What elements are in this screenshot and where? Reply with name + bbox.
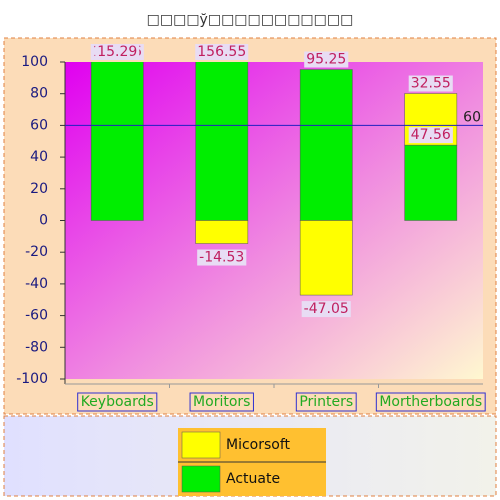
y-tick-label: 100 bbox=[21, 54, 48, 70]
data-label-box bbox=[408, 75, 453, 92]
data-label-box bbox=[301, 301, 351, 318]
x-tick-box bbox=[77, 392, 158, 412]
bar bbox=[90, 62, 144, 221]
x-tick-box bbox=[189, 392, 254, 412]
data-label-box bbox=[304, 51, 349, 68]
data-label: 32.55 bbox=[411, 76, 451, 92]
x-tick-box bbox=[375, 392, 486, 412]
bar bbox=[195, 220, 249, 244]
y-tick-label: 60 bbox=[30, 117, 48, 133]
bar bbox=[195, 62, 249, 221]
bar bbox=[404, 144, 458, 221]
data-label: -14.53 bbox=[199, 250, 244, 266]
chart-title: □□□□ў□□□□□□□□□□□ bbox=[147, 12, 354, 28]
legend-label: Micorsoft bbox=[226, 437, 291, 453]
data-label: 95.25 bbox=[306, 52, 346, 68]
x-tick-label: Moritors bbox=[193, 394, 250, 410]
x-tick-box bbox=[295, 392, 357, 412]
y-tick-label: -60 bbox=[25, 308, 48, 324]
x-tick-label: Printers bbox=[299, 394, 353, 410]
y-tick-label: 40 bbox=[30, 149, 48, 165]
y-tick-label: -80 bbox=[25, 339, 48, 355]
data-label-box bbox=[95, 44, 140, 60]
legend-swatch bbox=[181, 431, 221, 459]
data-label: 156.55 bbox=[197, 44, 246, 60]
data-label-box bbox=[408, 127, 453, 144]
bar bbox=[299, 69, 353, 221]
legend-swatch bbox=[181, 465, 221, 493]
data-label: -47.05 bbox=[304, 301, 349, 317]
x-tick-label: Mortherboards bbox=[379, 394, 482, 410]
y-tick-label: 0 bbox=[39, 213, 48, 229]
y-tick-label: -100 bbox=[16, 371, 48, 387]
y-tick-label: 80 bbox=[30, 86, 48, 102]
y-tick-label: -20 bbox=[25, 244, 48, 260]
x-tick-label: Keyboards bbox=[81, 394, 154, 410]
data-label-box bbox=[197, 249, 247, 266]
bar bbox=[299, 220, 353, 296]
reference-label: 60 bbox=[463, 109, 481, 125]
data-label-box bbox=[195, 44, 249, 60]
data-label: 15.29 bbox=[97, 44, 137, 60]
y-tick-label: 20 bbox=[30, 181, 48, 197]
data-label: 47.56 bbox=[411, 127, 451, 143]
y-tick-label: -40 bbox=[25, 276, 48, 292]
legend-label: Actuate bbox=[226, 471, 280, 487]
